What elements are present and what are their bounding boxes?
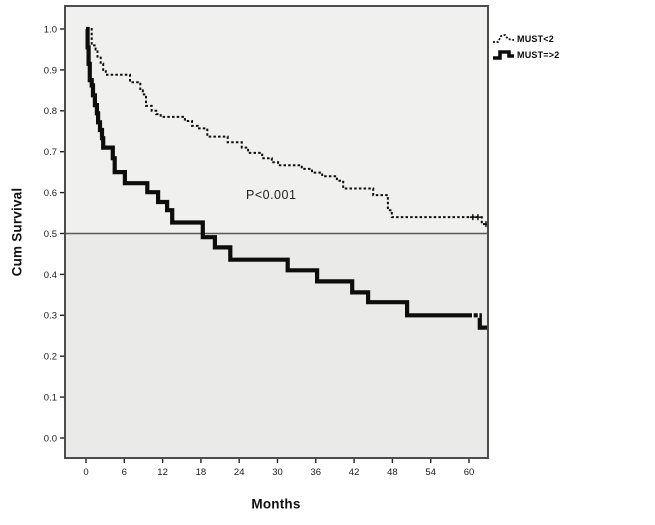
y-tick-label: 0.1 [44, 393, 57, 404]
y-tick-label: 0.3 [44, 311, 57, 322]
x-tick-label: 18 [196, 467, 207, 478]
legend-row-must-lt-2: MUST<2 [492, 31, 559, 47]
x-axis-title: Months [251, 496, 301, 512]
solid-line-sample-icon [493, 50, 514, 60]
p-value-annotation: P<0.001 [246, 188, 297, 202]
y-tick-label: 0.9 [44, 65, 57, 76]
x-tick-label: 54 [425, 467, 436, 478]
legend-label-must-ge-2: MUST=>2 [517, 50, 560, 60]
x-tick-label: 42 [349, 467, 360, 478]
y-tick-label: 0.8 [44, 106, 57, 117]
y-tick-label: 0.5 [44, 229, 57, 240]
x-tick-label: 12 [157, 467, 168, 478]
y-tick-label: 0.0 [44, 433, 57, 444]
y-tick-label: 0.7 [44, 147, 57, 158]
x-tick-label: 48 [387, 467, 398, 478]
y-tick-label: 0.2 [44, 352, 57, 363]
plot-border [64, 5, 489, 459]
plot-background-lower [65, 233, 488, 458]
y-axis-title: Cum Survival [9, 187, 25, 277]
x-tick-label: 6 [122, 467, 127, 478]
legend-row-must-ge-2: MUST=>2 [492, 47, 559, 63]
x-tick-label: 24 [234, 467, 245, 478]
legend: MUST<2 MUST=>2 [492, 31, 559, 63]
plot-background-upper [65, 6, 488, 234]
x-tick-label: 36 [311, 467, 322, 478]
legend-label-must-lt-2: MUST<2 [517, 34, 554, 44]
y-tick-label: 1.0 [44, 24, 57, 35]
survival-curve-must-ge-2 [85, 26, 489, 330]
y-tick-label: 0.4 [44, 270, 57, 281]
dotted-line-sample-icon [493, 33, 515, 43]
y-tick-label: 0.6 [44, 188, 57, 199]
x-tick-label: 60 [464, 467, 475, 478]
x-tick-label: 0 [83, 467, 88, 478]
x-tick-label: 30 [272, 467, 283, 478]
